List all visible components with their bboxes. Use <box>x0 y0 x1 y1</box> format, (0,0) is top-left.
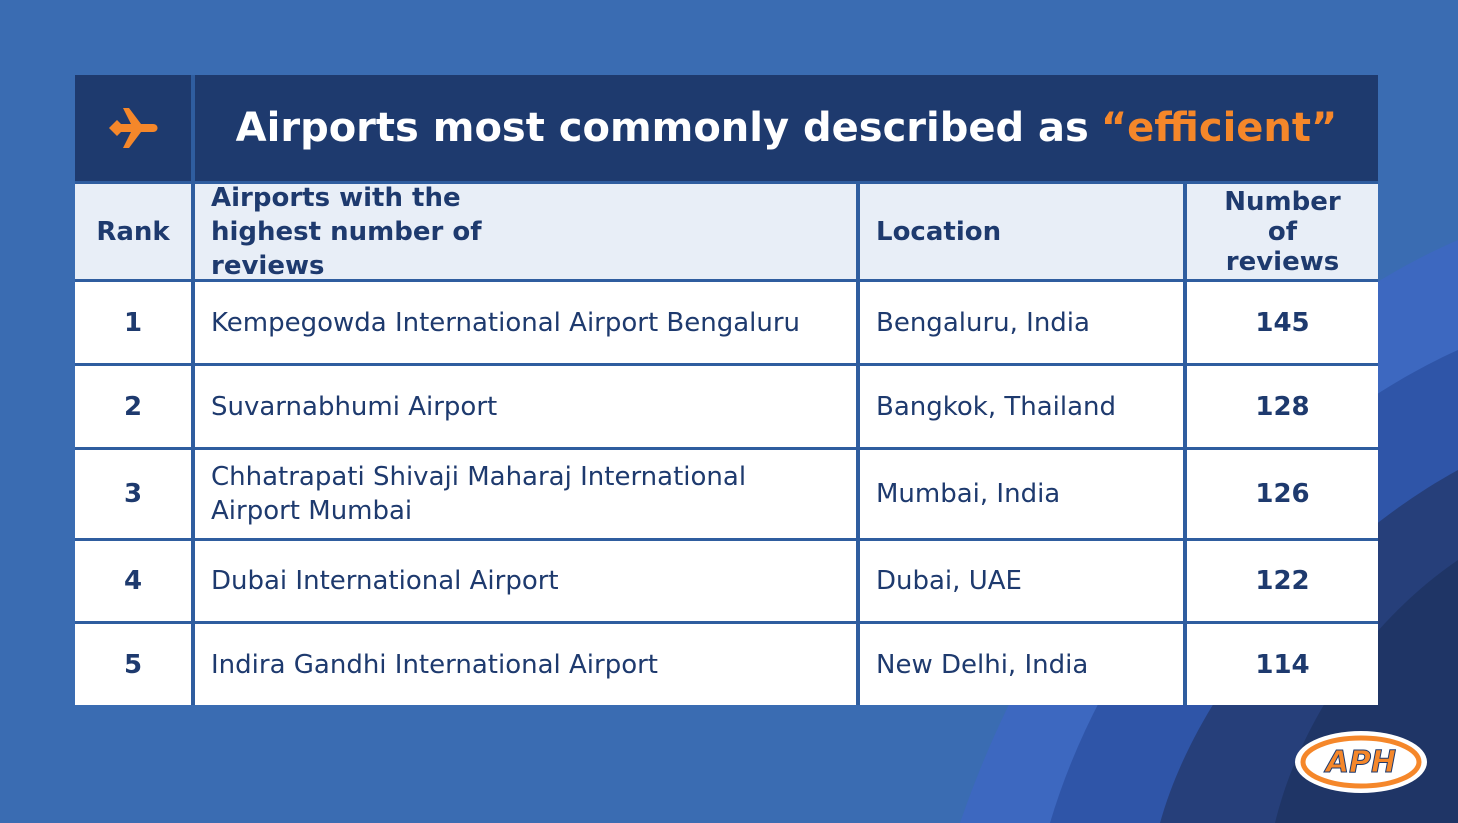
title-highlight: “efficient” <box>1100 105 1338 151</box>
airport-name: Indira Gandhi International Airport <box>195 624 856 705</box>
review-count: 128 <box>1187 366 1378 447</box>
review-count: 122 <box>1187 541 1378 621</box>
location: Bengaluru, India <box>860 282 1183 363</box>
airport-name: Chhatrapati Shivaji Maharaj Internationa… <box>195 450 856 538</box>
location: Mumbai, India <box>860 450 1183 538</box>
logo-text: APH <box>1324 745 1396 780</box>
column-header: Airports with the highest number of revi… <box>195 183 856 281</box>
logo-badge <box>1295 731 1427 793</box>
rank: 3 <box>75 450 191 538</box>
location: Dubai, UAE <box>860 541 1183 621</box>
logo-ring <box>1300 735 1422 789</box>
rank: 2 <box>75 366 191 447</box>
airport-name: Dubai International Airport <box>195 541 856 621</box>
review-count: 114 <box>1187 624 1378 705</box>
rank: 1 <box>75 282 191 363</box>
column-header: Number of reviews <box>1187 184 1378 279</box>
airport-name: Suvarnabhumi Airport <box>195 366 856 447</box>
airport-name: Kempegowda International Airport Bengalu… <box>195 282 856 363</box>
review-count: 145 <box>1187 282 1378 363</box>
location: Bangkok, Thailand <box>860 366 1183 447</box>
table: Airports most commonly described as “effi… <box>75 75 1378 705</box>
plane-icon-cell <box>75 75 191 181</box>
rank: 4 <box>75 541 191 621</box>
title-text: Airports most commonly described as <box>235 105 1089 151</box>
plane-icon <box>109 108 158 148</box>
column-header: Location <box>860 184 1183 279</box>
column-header: Rank <box>75 184 191 279</box>
title: Airports most commonly described as “effi… <box>195 75 1378 181</box>
location: New Delhi, India <box>860 624 1183 705</box>
review-count: 126 <box>1187 450 1378 538</box>
rank: 5 <box>75 624 191 705</box>
